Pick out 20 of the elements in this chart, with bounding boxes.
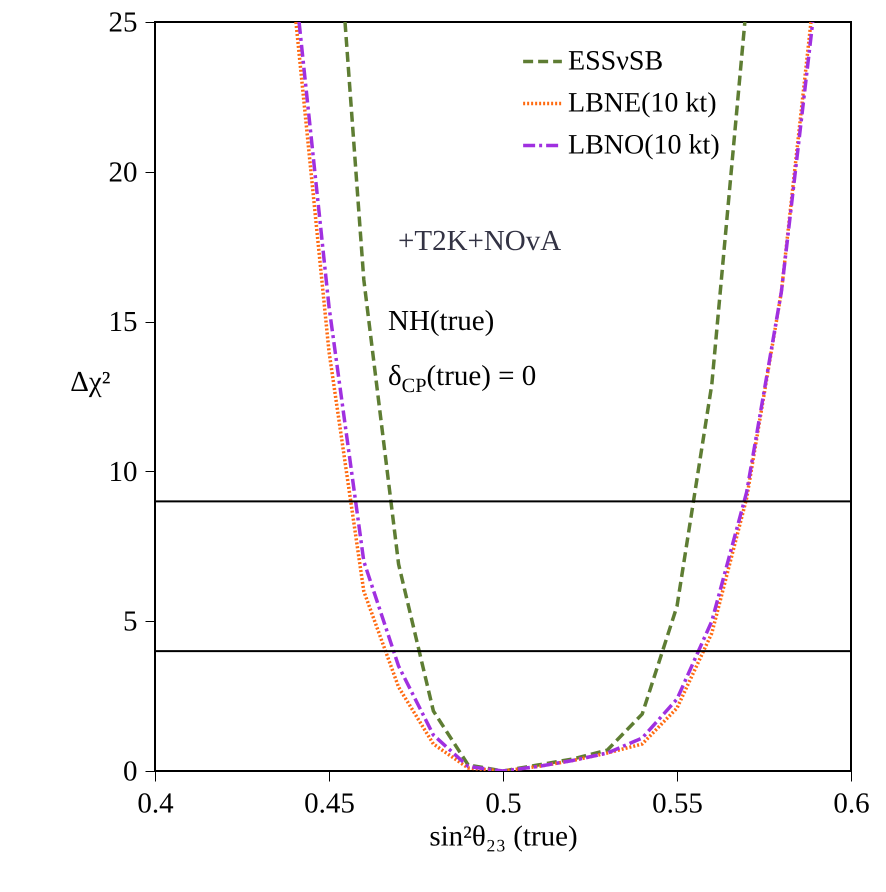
annotation: δ$_{CP}$(true) = 0 bbox=[388, 360, 536, 398]
y-axis-title: Δχ² bbox=[70, 366, 111, 398]
y-tick-label: 0 bbox=[123, 756, 138, 788]
line-series bbox=[343, 22, 747, 771]
annotation: +T2K+NOvA bbox=[398, 225, 562, 258]
x-tick-label: 0.4 bbox=[137, 788, 174, 820]
x-tick-label: 0.55 bbox=[652, 788, 703, 820]
y-tick-label: 10 bbox=[108, 456, 138, 488]
legend-label: ESSνSB bbox=[568, 46, 664, 76]
legend-label: LBNO(10 kt) bbox=[568, 130, 720, 160]
x-tick-label: 0.45 bbox=[304, 788, 355, 820]
y-tick-label: 15 bbox=[108, 306, 138, 338]
y-tick-label: 20 bbox=[108, 156, 138, 188]
annotation: NH(true) bbox=[388, 305, 494, 338]
x-tick-label: 0.6 bbox=[833, 788, 870, 820]
legend-label: LBNE(10 kt) bbox=[568, 88, 717, 118]
x-tick-label: 0.5 bbox=[485, 788, 522, 820]
x-axis-title: sin²θ₂₃ (true) bbox=[429, 820, 578, 852]
y-tick-label: 25 bbox=[108, 6, 138, 38]
y-tick-label: 5 bbox=[123, 606, 138, 638]
